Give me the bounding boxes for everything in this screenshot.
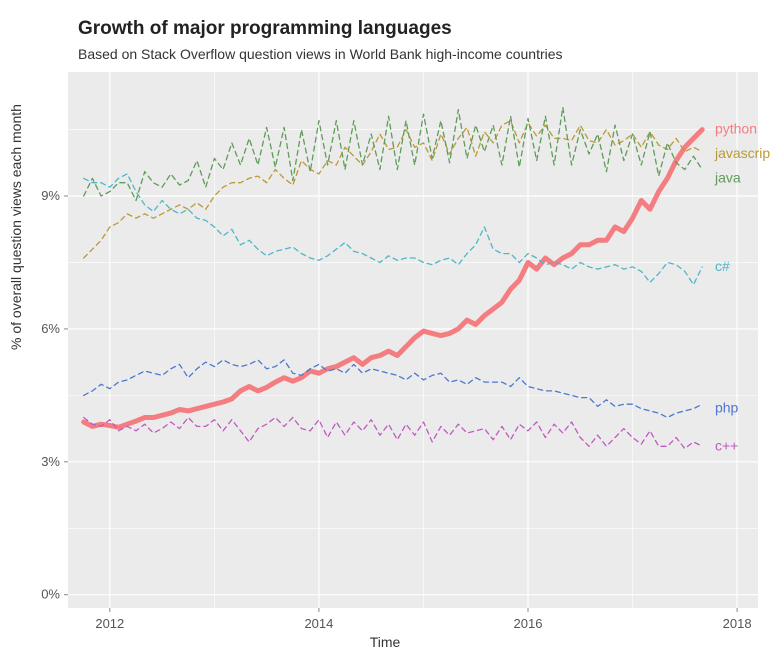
x-tick-label: 2016: [514, 616, 543, 631]
plot-svg: 0% 3% 6% 9% 2012 2014 2016 2018 python javascript…: [0, 0, 770, 660]
series-label-csharp: c#: [715, 258, 730, 274]
y-tick-label: 9%: [41, 188, 60, 203]
chart-container: Growth of major programming languages Ba…: [0, 0, 770, 660]
series-label-java: java: [714, 169, 741, 185]
series-label-cpp: c++: [715, 437, 738, 453]
series-label-python: python: [715, 121, 757, 137]
x-tick-label: 2014: [304, 616, 333, 631]
y-tick-label: 0%: [41, 587, 60, 602]
x-tick-label: 2012: [95, 616, 124, 631]
series-label-php: php: [715, 400, 739, 416]
y-tick-label: 3%: [41, 454, 60, 469]
x-tick-label: 2018: [723, 616, 752, 631]
series-label-javascript: javascript: [714, 145, 770, 161]
y-tick-label: 6%: [41, 321, 60, 336]
